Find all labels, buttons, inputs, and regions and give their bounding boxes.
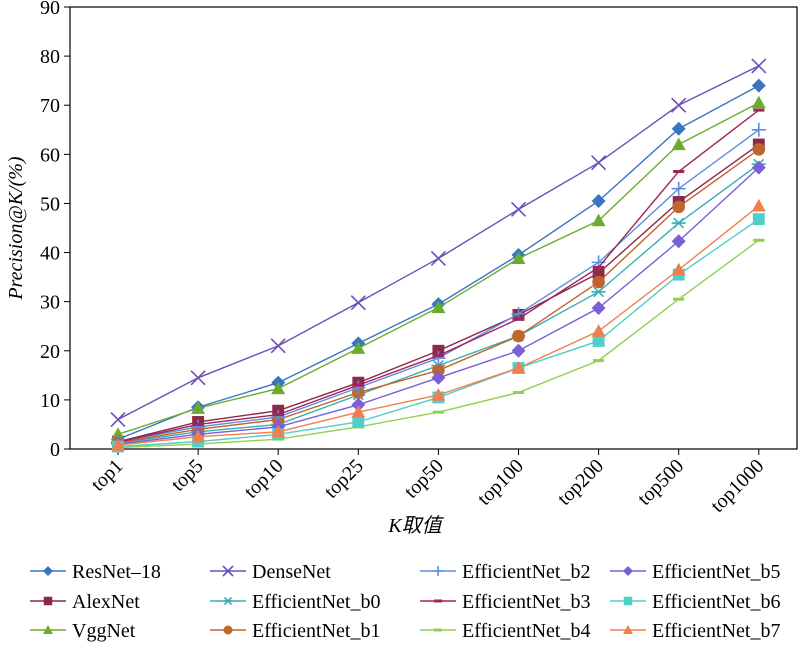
marker bbox=[752, 213, 765, 226]
marker bbox=[671, 137, 686, 151]
legend-label: EfficientNet_b3 bbox=[462, 591, 590, 613]
marker bbox=[591, 286, 606, 298]
legend-label: ResNet–18 bbox=[72, 561, 161, 583]
marker bbox=[591, 324, 606, 337]
marker bbox=[751, 198, 766, 212]
x-tick-label: top100 bbox=[473, 455, 528, 510]
marker bbox=[671, 234, 686, 249]
marker bbox=[510, 201, 527, 217]
y-tick-label: 30 bbox=[40, 292, 60, 314]
marker bbox=[592, 267, 605, 280]
marker bbox=[623, 566, 633, 576]
y-tick-label: 20 bbox=[40, 341, 60, 363]
legend-label: EfficientNet_b4 bbox=[462, 620, 590, 642]
x-tick-label: top25 bbox=[320, 455, 368, 503]
marker bbox=[511, 360, 526, 374]
legend-label: EfficientNet_b1 bbox=[252, 620, 380, 642]
marker bbox=[271, 381, 286, 395]
y-tick-label: 90 bbox=[40, 0, 60, 19]
marker bbox=[671, 121, 686, 136]
marker bbox=[591, 301, 606, 316]
series-line bbox=[117, 239, 760, 449]
marker bbox=[591, 193, 606, 208]
marker bbox=[351, 405, 366, 418]
marker bbox=[671, 181, 686, 196]
marker bbox=[191, 401, 206, 414]
marker bbox=[623, 625, 633, 634]
marker bbox=[43, 625, 53, 634]
marker bbox=[352, 416, 365, 428]
marker bbox=[751, 58, 767, 74]
legend-label: EfficientNet_b2 bbox=[462, 561, 590, 583]
marker bbox=[671, 262, 686, 276]
x-tick-label: top500 bbox=[633, 455, 688, 510]
y-tick-label: 40 bbox=[40, 243, 60, 265]
y-tick-label: 80 bbox=[40, 46, 60, 68]
y-tick-label: 70 bbox=[40, 95, 60, 117]
marker bbox=[751, 160, 766, 175]
marker bbox=[592, 275, 605, 289]
marker bbox=[350, 295, 366, 311]
series-line bbox=[117, 205, 760, 446]
legend-label: EfficientNet_b6 bbox=[652, 591, 780, 613]
x-axis-label: K取值 bbox=[387, 515, 444, 537]
series-line bbox=[117, 84, 760, 440]
x-tick-label: top200 bbox=[553, 455, 608, 510]
marker bbox=[512, 329, 525, 343]
marker bbox=[752, 143, 766, 156]
legend-label: VggNet bbox=[72, 620, 136, 642]
marker bbox=[671, 97, 687, 113]
marker bbox=[111, 438, 125, 451]
x-tick-label: top5 bbox=[167, 455, 208, 496]
marker bbox=[111, 427, 125, 440]
marker bbox=[430, 250, 446, 267]
y-tick-label: 50 bbox=[40, 193, 60, 215]
legend-label: DenseNet bbox=[252, 561, 331, 583]
legend-label: EfficientNet_b7 bbox=[652, 620, 780, 642]
marker bbox=[592, 335, 605, 347]
marker bbox=[351, 341, 366, 354]
marker bbox=[43, 566, 53, 576]
marker bbox=[671, 217, 686, 229]
x-tick-label: top1000 bbox=[706, 455, 768, 517]
marker bbox=[511, 343, 526, 358]
marker bbox=[431, 387, 446, 401]
marker bbox=[191, 429, 206, 443]
plot-frame bbox=[69, 6, 798, 450]
marker bbox=[351, 397, 366, 412]
y-tick-label: 0 bbox=[50, 439, 60, 461]
marker bbox=[623, 596, 633, 606]
marker bbox=[751, 95, 766, 109]
y-tick-label: 60 bbox=[40, 144, 60, 166]
marker bbox=[431, 370, 446, 385]
marker bbox=[223, 596, 233, 606]
y-axis-label: Precision@K/(%) bbox=[5, 156, 27, 301]
marker bbox=[672, 200, 685, 214]
marker bbox=[511, 251, 526, 265]
marker bbox=[110, 411, 126, 428]
y-tick-label: 10 bbox=[40, 390, 60, 412]
marker bbox=[271, 424, 286, 438]
marker bbox=[432, 364, 445, 377]
marker bbox=[591, 213, 606, 227]
marker bbox=[433, 566, 443, 576]
marker bbox=[223, 625, 233, 635]
marker bbox=[751, 122, 766, 137]
marker bbox=[43, 596, 53, 606]
x-tick-label: top10 bbox=[240, 455, 288, 503]
legend-label: EfficientNet_b0 bbox=[252, 591, 380, 613]
marker bbox=[751, 78, 766, 93]
x-tick-label: top1 bbox=[87, 455, 128, 496]
marker bbox=[222, 565, 234, 577]
marker bbox=[270, 338, 286, 354]
marker bbox=[591, 155, 607, 171]
marker bbox=[431, 300, 446, 314]
x-tick-label: top50 bbox=[400, 455, 448, 503]
legend-label: AlexNet bbox=[72, 591, 140, 613]
legend-label: EfficientNet_b5 bbox=[652, 561, 780, 583]
marker bbox=[432, 344, 445, 357]
marker bbox=[190, 370, 206, 386]
